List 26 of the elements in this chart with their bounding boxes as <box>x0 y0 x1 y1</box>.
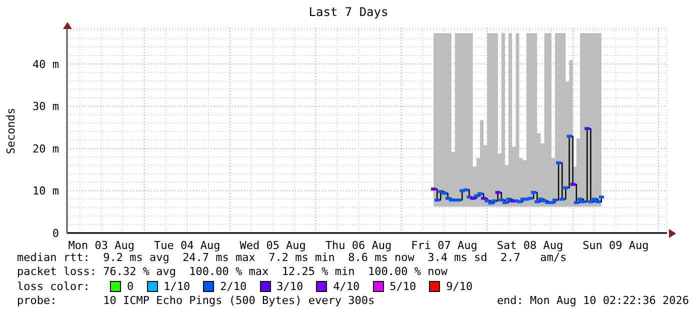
x-tick-label: Sun 09 Aug <box>582 238 649 252</box>
text: probe: 10 ICMP Echo Pings (500 Bytes) every 300s <box>17 294 375 307</box>
x-tick-label: Thu 06 Aug <box>325 238 392 252</box>
legend-label: 4/10 <box>333 280 360 293</box>
legend-label: 3/10 <box>276 280 304 293</box>
y-tick-label: 10 m <box>32 184 60 198</box>
legend-label: 0 <box>127 280 134 293</box>
y-tick-label: 0 <box>52 226 59 240</box>
text: end: Mon Aug 10 02:22:36 2026 <box>496 294 689 307</box>
text: packet loss: 76.32 % avg 100.00 % max 12.25 % min 100.00 % now <box>17 265 448 278</box>
x-tick-label: Wed 05 Aug <box>240 238 306 252</box>
x-tick-label: Mon 03 Aug <box>68 238 135 252</box>
chart-title: Last 7 Days <box>308 5 390 19</box>
y-tick-label: 20 m <box>32 142 60 156</box>
x-tick-label: Fri 07 Aug <box>411 238 478 252</box>
legend-label: 5/10 <box>390 280 416 293</box>
legend-label: 9/10 <box>446 280 473 293</box>
x-tick-label: Tue 04 Aug <box>154 238 220 252</box>
legend-label: 2/10 <box>220 280 247 293</box>
y-tick-label: 30 m <box>32 100 60 114</box>
text: median rtt: 9.2 ms avg 24.7 ms max 7.2 ms min 8.6 ms now 3.4 ms sd 2.7 am/s <box>17 251 567 264</box>
y-axis-title: Seconds <box>4 108 18 154</box>
legend-title: loss color: <box>17 280 91 293</box>
y-tick-label: 40 m <box>32 58 60 71</box>
x-tick-label: Sat 08 Aug <box>496 238 564 252</box>
legend-label: 1/10 <box>164 280 190 293</box>
